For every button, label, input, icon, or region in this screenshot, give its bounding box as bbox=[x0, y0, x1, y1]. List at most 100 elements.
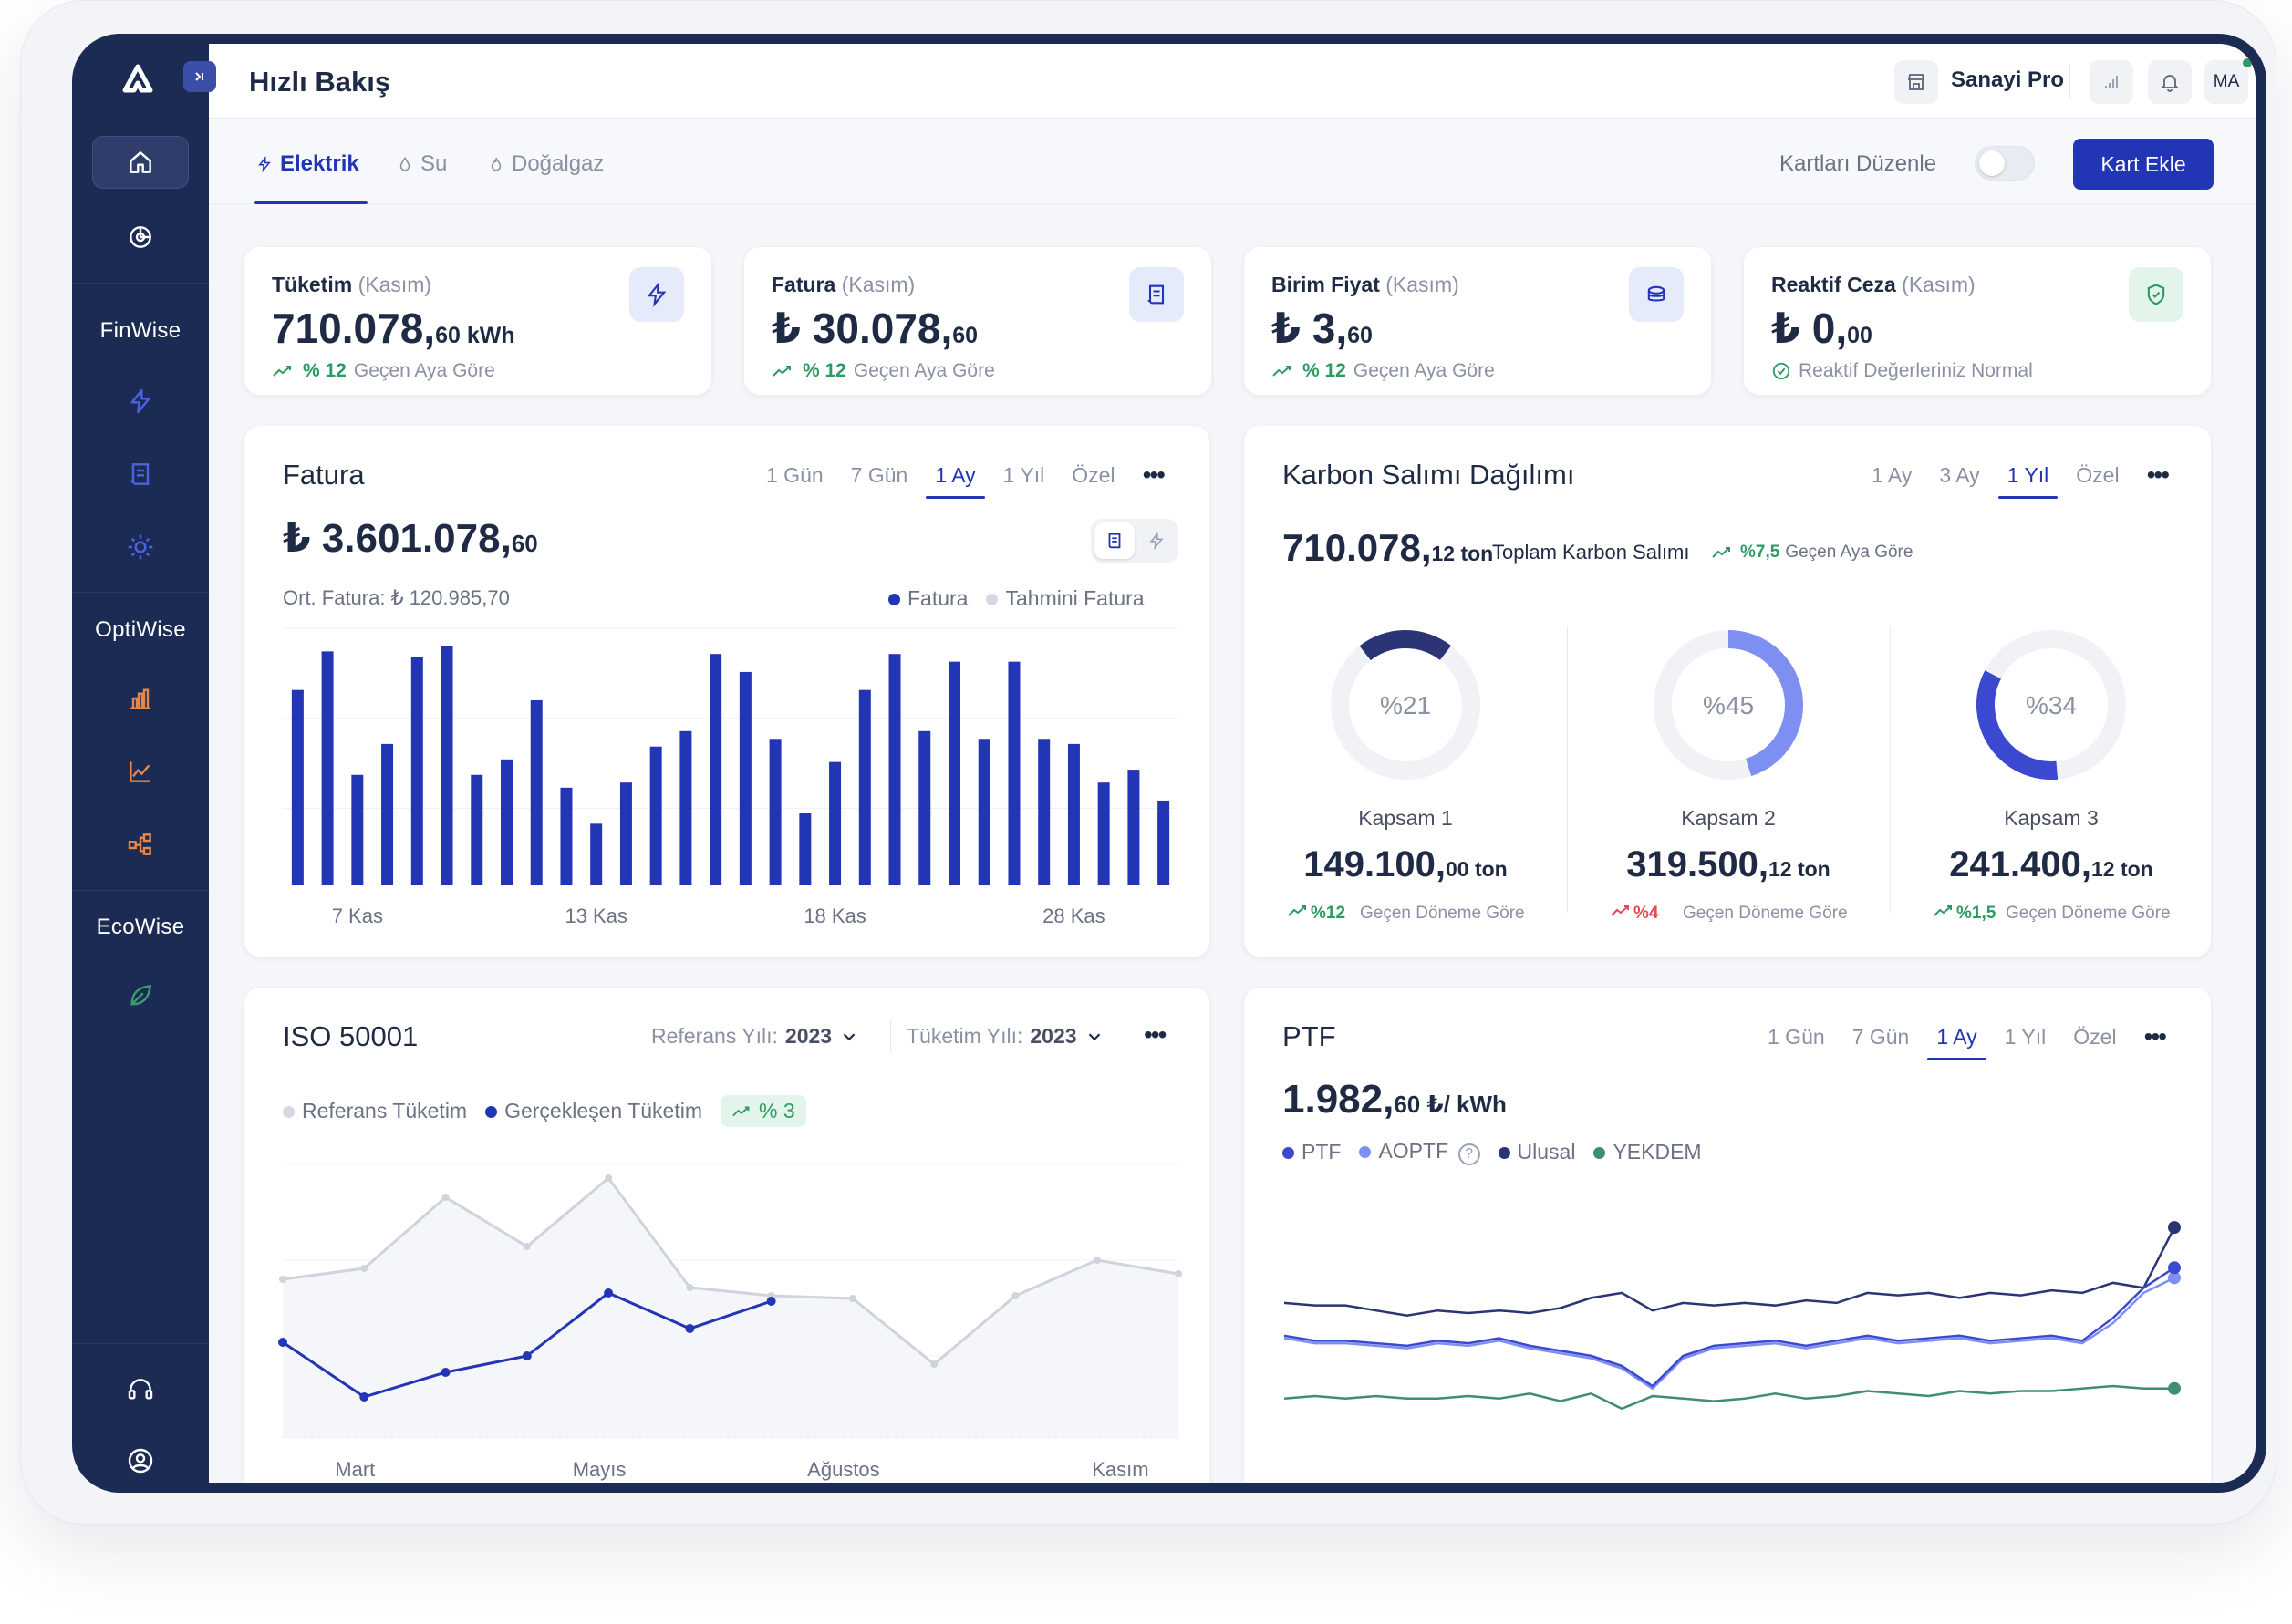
range-tab[interactable]: 1 Ay bbox=[1927, 1024, 1987, 1060]
edit-cards-toggle[interactable] bbox=[1975, 146, 2035, 181]
trend-up-icon bbox=[1272, 366, 1291, 377]
sidebar-item-analytics[interactable] bbox=[92, 211, 189, 264]
sidebar-section-finwise: FinWise bbox=[99, 318, 181, 343]
x-tick-label: Ağustos bbox=[807, 1458, 880, 1481]
shield-check-icon bbox=[2129, 267, 2183, 322]
tab-label: Elektrik bbox=[280, 151, 359, 176]
range-tab[interactable]: 1 Gün bbox=[1768, 1024, 1825, 1049]
range-tab[interactable]: 3 Ay bbox=[1939, 462, 1980, 487]
carbon-total: 710.078,12 ton bbox=[1282, 526, 1494, 569]
chart-legend: Referans Tüketim Gerçekleşen Tüketim % 3 bbox=[283, 1095, 806, 1127]
consumption-year-select[interactable]: Tüketim Yılı: 2023 bbox=[907, 1024, 1105, 1049]
ptf-line-chart: 7 Kas 13 Kas 18 Kas 28 Kas bbox=[1283, 1221, 2181, 1411]
sidebar-collapse-button[interactable] bbox=[183, 61, 216, 92]
range-tab[interactable]: Özel bbox=[2073, 1024, 2117, 1049]
bolt-icon[interactable] bbox=[1138, 522, 1175, 559]
bar bbox=[1008, 661, 1021, 885]
bar bbox=[679, 730, 692, 885]
invoice-icon[interactable] bbox=[1094, 522, 1135, 559]
tab-gas[interactable]: Doğalgaz bbox=[488, 151, 604, 177]
notification-bell-icon[interactable] bbox=[2148, 60, 2192, 104]
reference-point bbox=[279, 1276, 286, 1283]
bar bbox=[471, 774, 483, 885]
sidebar-item-account[interactable] bbox=[92, 1434, 189, 1487]
trend-arrow bbox=[1288, 905, 1306, 916]
series-line-ptf bbox=[1283, 1226, 2176, 1317]
iso-line-chart: Mart Mayıs Ağustos Kasım bbox=[278, 1164, 1182, 1481]
sidebar-item-flow[interactable] bbox=[92, 818, 189, 871]
trend-arrow bbox=[1934, 905, 1952, 916]
bar bbox=[291, 689, 304, 885]
legend-item: Ulusal bbox=[1498, 1140, 1575, 1164]
actual-point bbox=[766, 1297, 776, 1306]
more-options-icon[interactable]: ••• bbox=[1142, 460, 1166, 489]
signal-icon[interactable] bbox=[2090, 60, 2133, 104]
range-tab[interactable]: 1 Gün bbox=[766, 462, 824, 487]
reference-year-select[interactable]: Referans Yılı: 2023 bbox=[651, 1024, 859, 1049]
tab-water[interactable]: Su bbox=[397, 151, 447, 177]
bar bbox=[978, 739, 990, 885]
range-tab[interactable]: Özel bbox=[1072, 462, 1115, 487]
add-card-button[interactable]: Kart Ekle bbox=[2073, 139, 2214, 190]
sidebar-item-solar[interactable] bbox=[92, 521, 189, 574]
legend-item: PTF bbox=[1282, 1140, 1341, 1164]
trend-up-icon bbox=[273, 366, 291, 377]
kpi-value: ₺ 30.078,60 bbox=[772, 305, 979, 352]
sidebar-item-home[interactable] bbox=[92, 136, 189, 189]
carbon-trend: %7,5 Geçen Aya Göre bbox=[1711, 543, 1913, 563]
scope-name: Kapsam 1 bbox=[1358, 806, 1453, 830]
actual-point bbox=[522, 1351, 532, 1360]
bar bbox=[1127, 770, 1140, 885]
more-options-icon[interactable]: ••• bbox=[2146, 460, 2170, 489]
company-name[interactable]: Sanayi Pro bbox=[1951, 67, 2065, 92]
scope-trend-text: Geçen Döneme Göre bbox=[1683, 904, 1848, 923]
kpi-card-unit-price: Birim Fiyat (Kasım) ₺ 3,60 % 12 Geçen Aya… bbox=[1243, 246, 1712, 396]
range-tab[interactable]: 1 Ay bbox=[1872, 462, 1913, 487]
card-title: Fatura bbox=[283, 459, 365, 491]
chevron-down-icon bbox=[1088, 1032, 1100, 1040]
sidebar-item-carbon[interactable] bbox=[92, 969, 189, 1022]
kpi-card-reactive-penalty: Reaktif Ceza (Kasım) ₺ 0,00 Reaktif Değe… bbox=[1743, 246, 2212, 396]
tab-electricity[interactable]: Elektrik bbox=[256, 151, 359, 177]
range-tab[interactable]: 1 Yıl bbox=[2004, 1024, 2047, 1049]
actual-point bbox=[604, 1288, 614, 1298]
scope-value: 149.100,00 ton bbox=[1303, 844, 1507, 884]
legend-item: Tahmini Fatura bbox=[986, 586, 1145, 611]
kpi-period: (Kasım) bbox=[1385, 273, 1459, 296]
scope-value: 319.500,12 ton bbox=[1626, 844, 1830, 884]
x-tick-label: Kasım bbox=[1092, 1458, 1148, 1481]
sidebar-item-invoices[interactable] bbox=[92, 448, 189, 501]
more-options-icon[interactable]: ••• bbox=[2143, 1022, 2167, 1050]
series-end-point bbox=[2168, 1271, 2181, 1285]
legend-item: Gerçekleşen Tüketim bbox=[485, 1099, 702, 1123]
active-tab-indicator bbox=[254, 201, 368, 204]
reference-point bbox=[605, 1174, 613, 1182]
range-tab[interactable]: 1 Yıl bbox=[1002, 462, 1045, 487]
range-tab[interactable]: 7 Gün bbox=[850, 462, 908, 487]
range-tab[interactable]: 7 Gün bbox=[1851, 1024, 1910, 1049]
bar bbox=[530, 699, 543, 885]
series-line-aoptf bbox=[1283, 1277, 2175, 1391]
invoice-bar-chart: 7 Kas 13 Kas 18 Kas 28 Kas bbox=[283, 627, 1178, 927]
line-chart-icon bbox=[130, 761, 150, 782]
range-tab[interactable]: 1 Ay bbox=[926, 462, 986, 499]
help-icon[interactable]: ? bbox=[1457, 1143, 1480, 1165]
invoice-icon bbox=[1129, 267, 1184, 322]
kpi-title: Reaktif Ceza bbox=[1771, 273, 1896, 296]
card-title: ISO 50001 bbox=[283, 1020, 419, 1052]
sidebar-item-electricity[interactable] bbox=[92, 375, 189, 428]
kpi-trend: % 12 Geçen Aya Göre bbox=[272, 360, 495, 382]
sidebar-item-support[interactable] bbox=[92, 1363, 189, 1416]
sidebar-item-trend-report[interactable] bbox=[92, 745, 189, 798]
kpi-value: ₺ 3,60 bbox=[1271, 305, 1373, 352]
user-avatar[interactable]: MA bbox=[2204, 60, 2248, 104]
company-switcher-icon[interactable] bbox=[1894, 60, 1938, 104]
actual-point bbox=[441, 1368, 451, 1377]
range-tab[interactable]: Özel bbox=[2076, 462, 2120, 487]
reference-point bbox=[1175, 1270, 1182, 1277]
range-tab[interactable]: 1 Yıl bbox=[1997, 462, 2058, 499]
sidebar-item-bar-report[interactable] bbox=[92, 672, 189, 725]
carbon-distribution-card: Karbon Salımı Dağılımı 1 Ay 3 Ay 1 Yıl Ö… bbox=[1243, 425, 2212, 957]
legend-item: Fatura bbox=[888, 586, 968, 611]
more-options-icon[interactable]: ••• bbox=[1144, 1020, 1167, 1049]
